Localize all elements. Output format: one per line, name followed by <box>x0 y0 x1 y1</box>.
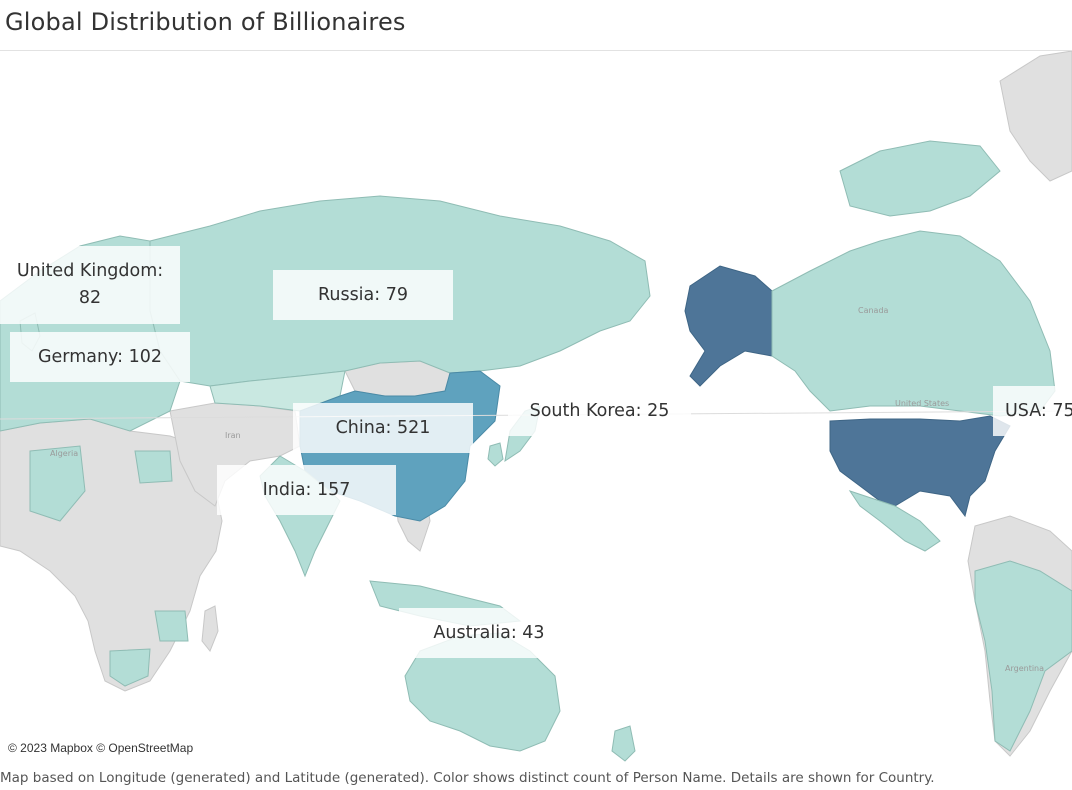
south-africa-region[interactable] <box>109 648 151 687</box>
basemap-label-algeria: Algeria <box>50 449 78 458</box>
label-united-kingdom-line1: United Kingdom: <box>16 261 164 281</box>
south-korea-region[interactable] <box>487 442 504 467</box>
canada-arctic-islands[interactable] <box>839 140 1001 217</box>
label-india[interactable]: India: 157 <box>217 465 396 515</box>
map-caption: Map based on Longitude (generated) and L… <box>0 770 935 786</box>
madagascar-landmass <box>201 605 219 652</box>
page-title: Global Distribution of Billionaires <box>5 8 406 36</box>
label-germany[interactable]: Germany: 102 <box>10 332 190 382</box>
east-africa-region[interactable] <box>154 610 189 642</box>
label-united-kingdom[interactable]: United Kingdom: 82 <box>0 246 180 324</box>
basemap-label-iran: Iran <box>225 431 241 440</box>
alaska-region[interactable] <box>684 265 773 387</box>
label-south-korea[interactable]: South Korea: 25 <box>508 386 691 436</box>
map-view[interactable]: Iran Algeria Canada United States Argent… <box>0 50 1072 762</box>
greenland-landmass <box>999 51 1072 182</box>
south-america-region[interactable] <box>974 560 1072 752</box>
basemap-label-canada: Canada <box>858 306 889 315</box>
label-russia[interactable]: Russia: 79 <box>273 270 453 320</box>
new-zealand-region[interactable] <box>611 725 636 762</box>
label-china[interactable]: China: 521 <box>293 403 473 453</box>
choropleth-countries[interactable] <box>0 140 1072 762</box>
label-australia[interactable]: Australia: 43 <box>399 608 579 658</box>
north-africa-region[interactable] <box>29 445 86 522</box>
basemap-label-argentina: Argentina <box>1005 664 1044 673</box>
map-attribution[interactable]: © 2023 Mapbox © OpenStreetMap <box>8 741 194 755</box>
egypt-region[interactable] <box>134 450 173 484</box>
label-usa[interactable]: USA: 75 <box>993 386 1072 436</box>
basemap-labels: Iran Algeria Canada United States Argent… <box>50 306 1044 673</box>
mexico-region[interactable] <box>848 490 941 552</box>
usa-region[interactable] <box>829 415 1011 518</box>
label-united-kingdom-line2: 82 <box>78 288 102 308</box>
basemap-label-united-states: United States <box>895 399 949 408</box>
